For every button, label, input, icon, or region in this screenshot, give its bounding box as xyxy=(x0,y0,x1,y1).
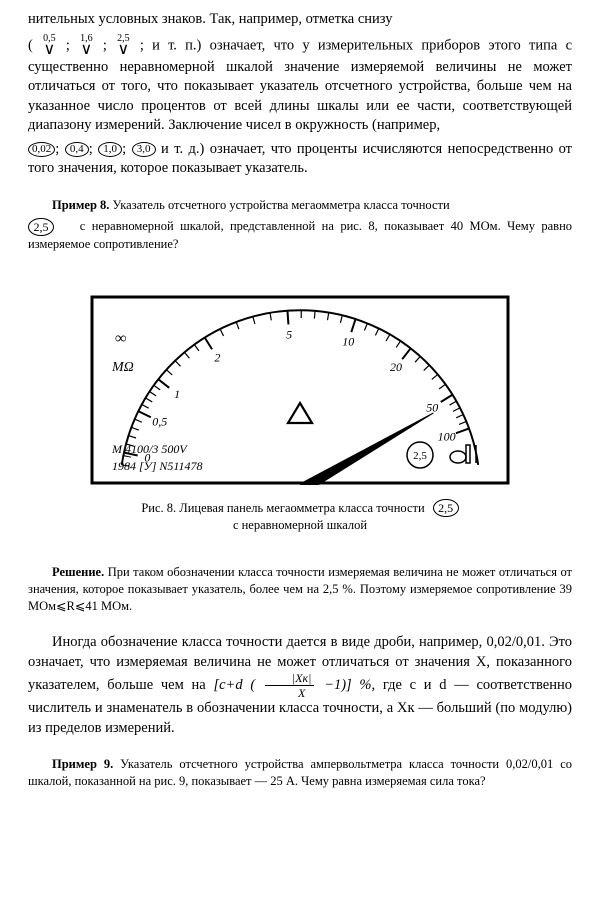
svg-text:20: 20 xyxy=(390,360,402,374)
check-icon: ∨ xyxy=(43,42,56,58)
meter-serial: 1984 [У] N511478 xyxy=(112,459,203,473)
circled-3: 3,0 xyxy=(132,142,156,157)
figure-8: 2,5 ∞ MΩ M 4100/3 500V 1984 [У] N511478 … xyxy=(28,295,572,534)
example8: Пример 8. Указатель отсчетного устройств… xyxy=(28,197,572,214)
sep2: ; xyxy=(66,37,78,53)
svg-text:1: 1 xyxy=(174,387,180,401)
vmark-0: 0,5 ∨ xyxy=(43,34,56,58)
example9: Пример 9. Указатель отсчетного устройств… xyxy=(28,756,572,790)
example8-line2: 2,5 с неравномерной шкалой, представленн… xyxy=(28,218,572,253)
circled-2: 1,0 xyxy=(98,142,122,157)
svg-text:100: 100 xyxy=(438,430,456,444)
fig8-class-circle: 2,5 xyxy=(433,499,459,517)
megaohmmeter-meter: 2,5 ∞ MΩ M 4100/3 500V 1984 [У] N511478 … xyxy=(90,295,510,485)
meter-unit: MΩ xyxy=(111,360,134,375)
ex8-head: Пример 8. xyxy=(52,198,109,212)
sep3: ; xyxy=(103,37,115,53)
vmark-2: 2,5 ∨ xyxy=(117,34,130,58)
solution8: Решение. При таком обозначении класса то… xyxy=(28,564,572,615)
svg-text:0,5: 0,5 xyxy=(152,415,167,429)
svg-text:5: 5 xyxy=(286,327,292,341)
para1-markers-row: ( 0,5 ∨ ; 1,6 ∨ ; 2,5 ∨ ; и т. п.) означ… xyxy=(28,34,572,136)
sol-text: При таком обозначении класса точности из… xyxy=(28,565,572,613)
circled-0: 0,02 xyxy=(28,142,55,157)
formula-frac: |Xк| X xyxy=(265,672,315,699)
ex9-head: Пример 9. xyxy=(52,757,113,771)
svg-text:0: 0 xyxy=(144,451,150,465)
meter-class-text: 2,5 xyxy=(413,450,427,462)
para1-head: нительных условных знаков. Так, например… xyxy=(28,10,572,30)
check-icon: ∨ xyxy=(117,42,130,58)
check-icon: ∨ xyxy=(80,42,93,58)
formula-num: |Xк| xyxy=(265,672,315,686)
page: нительных условных знаков. Так, например… xyxy=(0,0,590,916)
formula-den: X xyxy=(265,686,315,699)
para1-a: нительных условных знаков. Так, например… xyxy=(28,11,392,27)
circled-1: 0,4 xyxy=(65,142,89,157)
sol-head: Решение. xyxy=(52,565,104,579)
svg-text:50: 50 xyxy=(426,400,438,414)
ex8-class-circle: 2,5 xyxy=(28,218,54,236)
para2: 0,02; 0,4; 1,0; 3,0 и т. д.) означает, ч… xyxy=(28,140,572,179)
paren-open: ( xyxy=(28,37,33,53)
formula-suffix: −1)] %, xyxy=(324,677,383,693)
svg-text:10: 10 xyxy=(342,335,354,349)
meter-infinity: ∞ xyxy=(115,330,126,347)
svg-text:2: 2 xyxy=(214,351,220,365)
formula-prefix: [c+d ( xyxy=(213,677,255,693)
vmark-1: 1,6 ∨ xyxy=(80,34,93,58)
fig8-caption-b: с неравномерной шкалой xyxy=(28,517,572,534)
para3: Иногда обозначение класса точности даетс… xyxy=(28,633,572,738)
fig8-caption: Рис. 8. Лицевая панель мегаомметра класс… xyxy=(28,499,572,534)
fig8-caption-a: Рис. 8. Лицевая панель мегаомметра класс… xyxy=(141,500,424,517)
formula: [c+d ( |Xк| X −1)] %, xyxy=(213,677,382,693)
ex8-b: с неравномерной шкалой, представленной н… xyxy=(28,219,572,251)
ex8-a: Указатель отсчетного устройства мегаомме… xyxy=(113,198,450,212)
